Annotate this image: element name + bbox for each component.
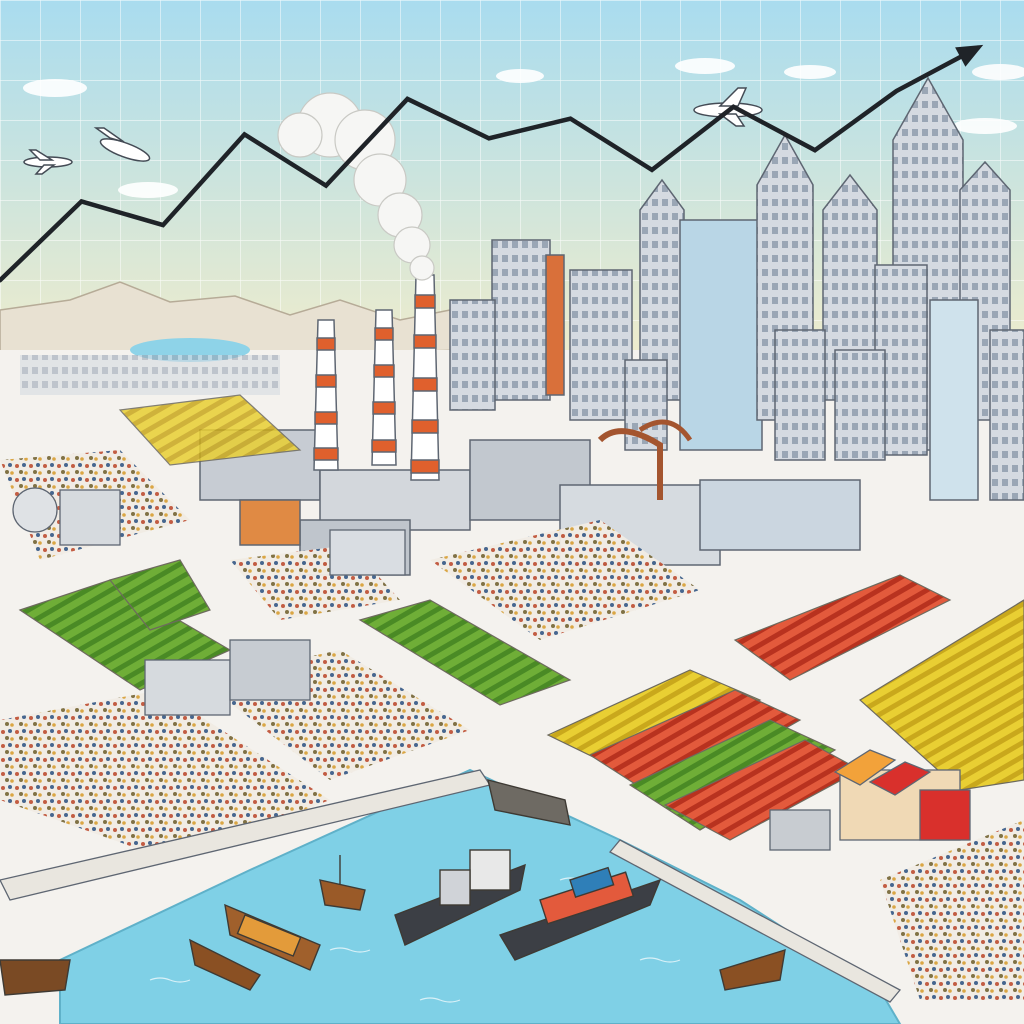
chimneys (313, 274, 440, 481)
boats (0, 779, 786, 996)
smoke-cloud-icon (277, 92, 435, 281)
wooden-boat (189, 938, 262, 991)
chimney (371, 309, 397, 466)
wooden-boat (719, 948, 786, 991)
airplane-icon (23, 149, 73, 175)
distant-town (20, 355, 280, 395)
chimney (313, 319, 339, 471)
crop-fields (18, 394, 1024, 841)
water-ripples (149, 877, 681, 1003)
skyline (449, 76, 1024, 501)
up-arrow-icon (955, 44, 984, 67)
clouds (23, 58, 1024, 198)
airplane-icon (93, 127, 151, 162)
trend-line (0, 45, 981, 283)
freighter (394, 849, 526, 946)
warehouses (12, 487, 406, 716)
wooden-boat (487, 779, 571, 826)
market-stall (769, 749, 971, 851)
cargo-ship (498, 866, 662, 961)
wooden-boat (224, 903, 321, 971)
wooden-boat (0, 959, 71, 996)
fishing-boat (319, 855, 366, 911)
chimney (410, 274, 440, 481)
